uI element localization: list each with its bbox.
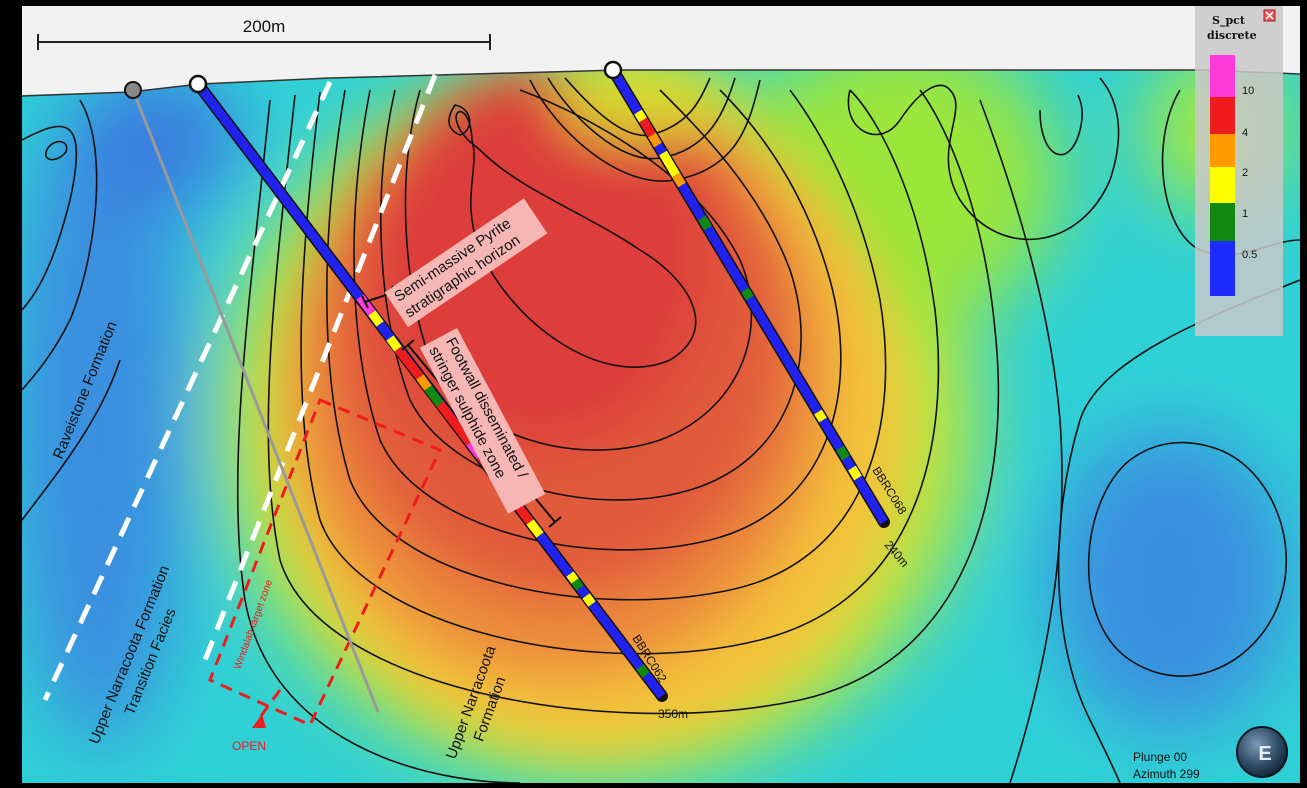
drillhole-bbrc062[interactable] [188, 74, 668, 702]
legend-tick: 2 [1242, 167, 1248, 179]
legend-tick: 1 [1242, 208, 1248, 220]
open-arrow-icon [252, 714, 266, 728]
grey-hole-trace [131, 89, 380, 713]
svg-text:350m: 350m [658, 707, 688, 721]
scale-bar: 200m [37, 17, 491, 50]
globe-icon[interactable]: E [1236, 726, 1288, 778]
svg-text:discrete: discrete [1207, 29, 1257, 42]
legend-tick: 0.5 [1242, 249, 1257, 261]
legend-panel[interactable]: S_pct discrete 10 4 2 1 0.5 [1195, 6, 1283, 336]
bbrc062-depth: 350m [658, 707, 688, 721]
drillhole-bbrc068[interactable] [603, 60, 890, 528]
svg-text:200m: 200m [243, 17, 286, 36]
open-label: OPEN [232, 739, 266, 753]
svg-text:Azimuth 299: Azimuth 299 [1133, 767, 1200, 781]
orientation-readout: Plunge 00 Azimuth 299 [1133, 750, 1200, 781]
svg-text:S_pct: S_pct [1212, 14, 1246, 28]
collar-icon [603, 60, 623, 80]
legend-tick: 4 [1242, 127, 1248, 139]
formation-boundaries [42, 74, 438, 702]
svg-text:Plunge 00: Plunge 00 [1133, 750, 1187, 764]
legend-tick: 10 [1242, 85, 1254, 97]
collar-icon [188, 74, 208, 94]
grey-collar-icon [124, 81, 142, 99]
svg-text:E: E [1258, 743, 1271, 765]
